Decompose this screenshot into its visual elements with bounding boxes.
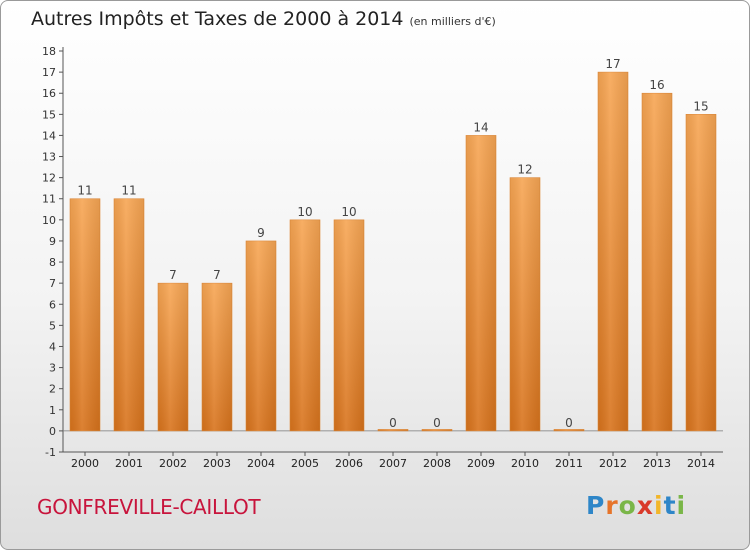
data-label: 17 [605, 57, 620, 71]
y-tick-label: 3 [49, 362, 56, 375]
y-tick-label: 17 [42, 66, 56, 79]
x-tick-label: 2000 [71, 457, 99, 470]
data-label: 0 [565, 416, 573, 430]
x-tick-label: 2004 [247, 457, 275, 470]
y-tick-label: 14 [42, 129, 56, 142]
logo-letter: P [586, 491, 606, 520]
x-tick-label: 2013 [643, 457, 671, 470]
y-tick-label: 1 [49, 404, 56, 417]
x-tick-label: 2006 [335, 457, 363, 470]
bar-shade [158, 283, 188, 431]
logo-letter: i [654, 491, 664, 520]
bar-shade [686, 114, 716, 431]
data-label: 11 [121, 184, 136, 198]
data-label: 10 [297, 205, 312, 219]
x-tick-label: 2009 [467, 457, 495, 470]
x-tick-label: 2008 [423, 457, 451, 470]
bar-shade [422, 429, 452, 431]
bar-shade [246, 240, 276, 431]
y-tick-label: 4 [49, 340, 56, 353]
bar-shade [378, 429, 408, 431]
x-tick-label: 2007 [379, 457, 407, 470]
bar-shade [290, 219, 320, 431]
x-tick-label: 2010 [511, 457, 539, 470]
data-label: 15 [693, 99, 708, 113]
y-tick-label: 8 [49, 256, 56, 269]
data-label: 12 [517, 163, 532, 177]
bar-shade [510, 177, 540, 431]
x-tick-label: 2002 [159, 457, 187, 470]
x-tick-label: 2001 [115, 457, 143, 470]
chart-title: Autres Impôts et Taxes de 2000 à 2014 [31, 8, 404, 30]
y-tick-label: 9 [49, 235, 56, 248]
logo-letter: i [676, 491, 687, 520]
bar-shade [114, 198, 144, 431]
x-tick-label: 2012 [599, 457, 627, 470]
y-tick-label: 18 [42, 45, 56, 58]
logo-letter: x [636, 491, 654, 520]
y-tick-label: 12 [42, 172, 56, 185]
y-tick-label: 0 [49, 425, 56, 438]
y-tick-label: -1 [45, 446, 56, 459]
bar-shade [466, 135, 496, 431]
data-label: 0 [389, 416, 397, 430]
data-label: 11 [77, 184, 92, 198]
y-tick-label: 10 [42, 214, 56, 227]
proxiti-logo: Proxiti [586, 491, 686, 520]
x-tick-label: 2011 [555, 457, 583, 470]
data-label: 0 [433, 416, 441, 430]
x-tick-label: 2003 [203, 457, 231, 470]
data-label: 7 [213, 268, 221, 282]
logo-letter: t [663, 491, 677, 520]
y-tick-label: 15 [42, 108, 56, 121]
bar-shade [202, 283, 232, 431]
bar-shade [334, 219, 364, 431]
x-tick-label: 2014 [687, 457, 715, 470]
logo-letter: r [605, 491, 619, 520]
y-tick-label: 7 [49, 277, 56, 290]
bar-shade [642, 93, 672, 431]
y-tick-label: 2 [49, 383, 56, 396]
y-tick-label: 11 [42, 193, 56, 206]
y-tick-label: 6 [49, 298, 56, 311]
data-label: 14 [473, 120, 488, 134]
y-tick-label: 5 [49, 319, 56, 332]
bar-shade [554, 429, 584, 431]
data-label: 16 [649, 78, 664, 92]
y-tick-label: 13 [42, 151, 56, 164]
chart-title-block: Autres Impôts et Taxes de 2000 à 2014 (en… [31, 8, 496, 30]
data-label: 10 [341, 205, 356, 219]
y-tick-label: 16 [42, 87, 56, 100]
data-label: 9 [257, 226, 265, 240]
x-tick-label: 2005 [291, 457, 319, 470]
bar-shade [598, 72, 628, 431]
bar-shade [70, 198, 100, 431]
data-label: 7 [169, 268, 177, 282]
location-name: GONFREVILLE-CAILLOT [37, 495, 261, 519]
logo-letter: o [618, 491, 637, 520]
chart-subtitle: (en milliers d'€) [409, 15, 496, 28]
